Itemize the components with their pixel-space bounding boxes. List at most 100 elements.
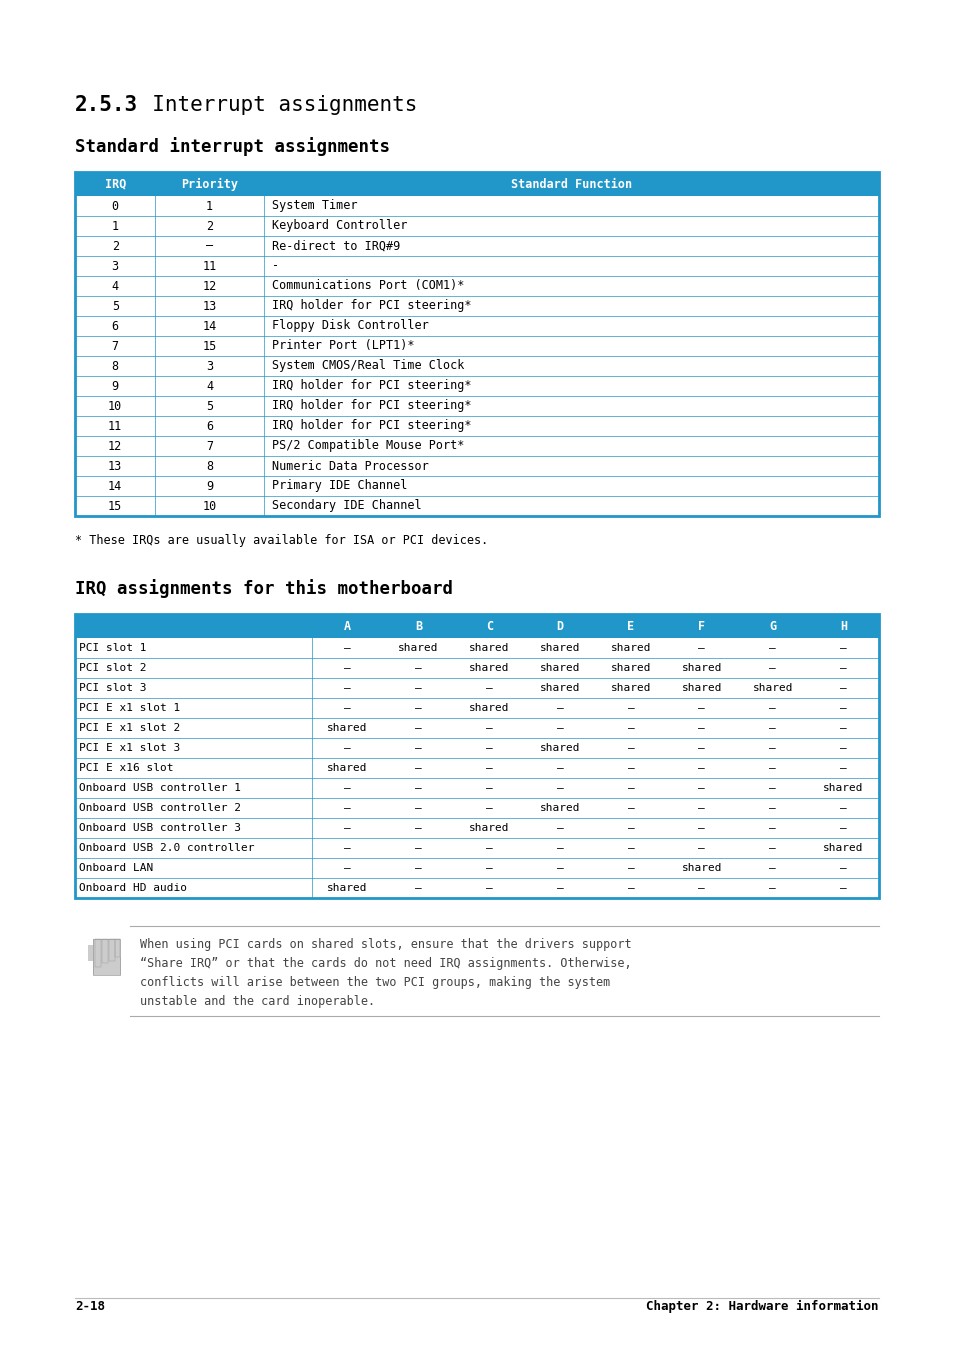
Bar: [95, 939, 101, 967]
Text: —: —: [557, 723, 563, 734]
Bar: [75, 778, 878, 798]
Text: B: B: [415, 620, 421, 632]
Text: —: —: [344, 663, 351, 673]
Text: Onboard LAN: Onboard LAN: [79, 863, 153, 873]
Text: Communications Port (COM1)*: Communications Port (COM1)*: [272, 280, 464, 293]
Text: —: —: [840, 884, 846, 893]
Text: 2: 2: [112, 239, 118, 253]
Text: —: —: [344, 823, 351, 834]
Text: —: —: [768, 643, 776, 653]
Text: —: —: [768, 784, 776, 793]
Text: 14: 14: [108, 480, 122, 493]
Bar: [75, 457, 878, 476]
Bar: [75, 276, 878, 296]
Text: —: —: [415, 863, 421, 873]
Text: 8: 8: [206, 459, 213, 473]
Text: shared: shared: [469, 703, 509, 713]
Text: —: —: [415, 663, 421, 673]
Text: 6: 6: [112, 319, 118, 332]
Text: 4: 4: [112, 280, 118, 293]
Text: PCI E x16 slot: PCI E x16 slot: [79, 763, 173, 773]
Text: shared: shared: [752, 684, 792, 693]
Text: PCI E x1 slot 3: PCI E x1 slot 3: [79, 743, 180, 753]
Text: —: —: [698, 884, 704, 893]
Text: -: -: [272, 259, 279, 273]
Text: —: —: [768, 863, 776, 873]
Text: —: —: [485, 863, 492, 873]
Text: —: —: [344, 684, 351, 693]
Text: —: —: [698, 723, 704, 734]
Text: Onboard USB controller 1: Onboard USB controller 1: [79, 784, 241, 793]
Text: shared: shared: [539, 743, 579, 753]
Text: shared: shared: [539, 802, 579, 813]
Text: shared: shared: [822, 843, 862, 852]
Bar: [92, 939, 120, 975]
Text: —: —: [344, 784, 351, 793]
Bar: [109, 939, 115, 961]
Bar: [75, 476, 878, 496]
Bar: [75, 172, 878, 516]
Text: 5: 5: [206, 400, 213, 412]
Bar: [75, 613, 878, 638]
Text: 7: 7: [206, 439, 213, 453]
Bar: [75, 255, 878, 276]
Text: —: —: [557, 863, 563, 873]
Text: 9: 9: [112, 380, 118, 393]
Text: PCI E x1 slot 2: PCI E x1 slot 2: [79, 723, 180, 734]
Text: 9: 9: [206, 480, 213, 493]
Text: IRQ holder for PCI steering*: IRQ holder for PCI steering*: [272, 420, 471, 432]
Text: IRQ assignments for this motherboard: IRQ assignments for this motherboard: [75, 580, 453, 598]
Text: —: —: [344, 863, 351, 873]
Text: Chapter 2: Hardware information: Chapter 2: Hardware information: [646, 1300, 878, 1313]
Text: —: —: [557, 763, 563, 773]
Bar: [75, 613, 878, 898]
Text: —: —: [415, 684, 421, 693]
Text: IRQ holder for PCI steering*: IRQ holder for PCI steering*: [272, 380, 471, 393]
Bar: [75, 196, 878, 216]
Text: —: —: [698, 784, 704, 793]
Text: Primary IDE Channel: Primary IDE Channel: [272, 480, 407, 493]
Text: shared: shared: [680, 863, 721, 873]
Text: —: —: [557, 823, 563, 834]
Text: Standard Function: Standard Function: [511, 177, 632, 190]
Text: 13: 13: [202, 300, 216, 312]
Text: Printer Port (LPT1)*: Printer Port (LPT1)*: [272, 339, 414, 353]
Text: —: —: [415, 723, 421, 734]
Text: —: —: [415, 802, 421, 813]
Bar: [75, 236, 878, 255]
Text: —: —: [557, 703, 563, 713]
Text: shared: shared: [610, 643, 651, 653]
Text: 2-18: 2-18: [75, 1300, 105, 1313]
Bar: [75, 416, 878, 436]
Text: 5: 5: [112, 300, 118, 312]
Text: —: —: [698, 843, 704, 852]
Text: IRQ: IRQ: [105, 177, 126, 190]
Text: Priority: Priority: [181, 177, 238, 190]
Text: Interrupt assignments: Interrupt assignments: [127, 95, 417, 115]
Bar: [75, 357, 878, 376]
Text: 1: 1: [112, 219, 118, 232]
Text: A: A: [344, 620, 351, 632]
Bar: [75, 376, 878, 396]
Text: Onboard USB 2.0 controller: Onboard USB 2.0 controller: [79, 843, 254, 852]
Text: —: —: [557, 884, 563, 893]
Text: —: —: [485, 763, 492, 773]
Text: System CMOS/Real Time Clock: System CMOS/Real Time Clock: [272, 359, 464, 373]
Text: —: —: [768, 884, 776, 893]
Text: —: —: [415, 784, 421, 793]
Text: —: —: [627, 823, 634, 834]
Bar: [75, 738, 878, 758]
Text: * These IRQs are usually available for ISA or PCI devices.: * These IRQs are usually available for I…: [75, 534, 488, 547]
Text: —: —: [840, 863, 846, 873]
Text: IRQ holder for PCI steering*: IRQ holder for PCI steering*: [272, 400, 471, 412]
Text: E: E: [627, 620, 634, 632]
Text: —: —: [415, 743, 421, 753]
Bar: [75, 216, 878, 236]
Text: PCI slot 3: PCI slot 3: [79, 684, 147, 693]
Text: —: —: [768, 802, 776, 813]
Text: —: —: [627, 884, 634, 893]
Text: —: —: [344, 643, 351, 653]
Text: —: —: [485, 802, 492, 813]
Text: Onboard HD audio: Onboard HD audio: [79, 884, 187, 893]
Text: —: —: [768, 703, 776, 713]
